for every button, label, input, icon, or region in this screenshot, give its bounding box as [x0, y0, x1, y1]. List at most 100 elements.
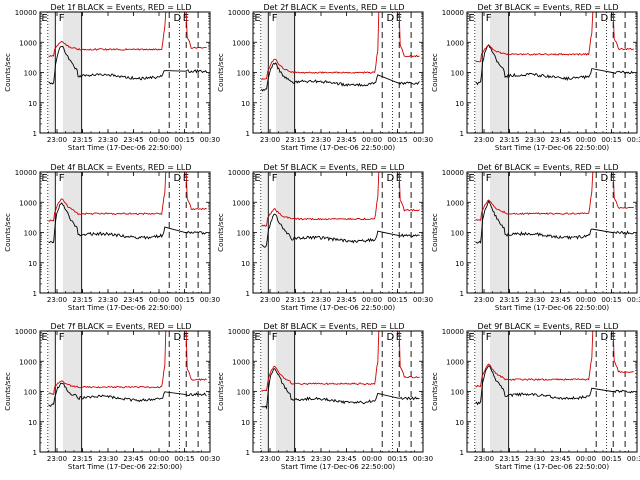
y-tick-label: 1000	[232, 199, 250, 207]
chart-title: Det 8f BLACK = Events, RED = LLD	[263, 322, 404, 331]
interval-letter: E	[610, 332, 616, 343]
x-tick-label: 00:30	[413, 296, 433, 304]
x-tick-label: 23:00	[474, 455, 494, 463]
chart-title: Det 2f BLACK = Events, RED = LLD	[263, 3, 404, 12]
chart-title: Det 7f BLACK = Events, RED = LLD	[50, 322, 191, 331]
x-tick-label: 00:30	[413, 455, 433, 463]
x-axis-label: Start Time (17-Dec-06 22:50:00)	[68, 144, 182, 152]
interval-letter: E	[254, 332, 260, 343]
x-tick-label: 00:30	[200, 136, 220, 144]
x-tick-label: 23:15	[72, 296, 92, 304]
interval-letter: D	[600, 332, 608, 343]
shaded-interval	[475, 172, 483, 293]
interval-letter: F	[486, 13, 492, 24]
interval-letter: F	[59, 173, 65, 184]
x-axis-label: Start Time (17-Dec-06 22:50:00)	[281, 304, 395, 312]
interval-letter: D	[386, 173, 394, 184]
y-tick-label: 1	[460, 130, 464, 138]
y-tick-label: 1000	[19, 199, 37, 207]
x-tick-label: 00:15	[601, 455, 621, 463]
y-tick-label: 1	[460, 290, 464, 298]
series-line-events	[48, 382, 207, 407]
interval-letter: E	[468, 173, 474, 184]
x-tick-label: 23:15	[499, 296, 519, 304]
interval-letter: D	[600, 173, 608, 184]
x-tick-label: 23:45	[336, 296, 356, 304]
y-tick-label: 10000	[228, 328, 250, 336]
x-tick-label: 23:00	[260, 296, 280, 304]
x-tick-label: 23:15	[72, 136, 92, 144]
y-tick-label: 100	[237, 70, 250, 78]
y-tick-label: 1	[460, 449, 464, 457]
x-axis-label: Start Time (17-Dec-06 22:50:00)	[495, 144, 609, 152]
interval-letter: E	[610, 173, 616, 184]
y-tick-label: 10	[455, 260, 464, 268]
interval-letter: F	[272, 13, 278, 24]
y-tick-label: 100	[24, 70, 37, 78]
series-line-events	[475, 199, 634, 244]
y-tick-label: 10000	[15, 328, 37, 336]
x-tick-label: 23:30	[311, 136, 331, 144]
interval-letter: E	[41, 332, 47, 343]
x-tick-label: 00:00	[362, 296, 382, 304]
y-tick-label: 1000	[232, 39, 250, 47]
x-tick-label: 23:45	[550, 455, 570, 463]
interval-letter: E	[254, 173, 260, 184]
y-axis-label: Counts/sec	[217, 213, 225, 252]
shaded-interval	[62, 12, 82, 133]
series-line-events	[475, 43, 634, 86]
x-tick-label: 00:00	[576, 136, 596, 144]
y-tick-label: 10	[241, 419, 250, 427]
x-tick-label: 23:00	[47, 455, 67, 463]
y-tick-label: 1	[33, 130, 37, 138]
x-tick-label: 23:00	[260, 455, 280, 463]
x-tick-label: 00:00	[149, 455, 169, 463]
plot-frame	[39, 171, 211, 294]
plot-frame	[466, 171, 638, 294]
y-tick-label: 10	[28, 419, 37, 427]
y-tick-label: 10	[455, 100, 464, 108]
interval-letter: E	[468, 332, 474, 343]
x-tick-label: 23:45	[336, 136, 356, 144]
shaded-interval	[489, 331, 509, 452]
x-tick-label: 00:15	[601, 136, 621, 144]
x-axis-label: Start Time (17-Dec-06 22:50:00)	[68, 463, 182, 471]
x-tick-label: 23:45	[123, 455, 143, 463]
y-tick-label: 10	[241, 260, 250, 268]
x-tick-label: 00:15	[387, 455, 407, 463]
series-line-events	[261, 368, 420, 410]
shaded-interval	[48, 172, 56, 293]
y-tick-label: 10000	[228, 9, 250, 17]
shaded-interval	[489, 12, 509, 133]
chart-title: Det 4f BLACK = Events, RED = LLD	[50, 163, 191, 172]
shaded-interval	[62, 331, 82, 452]
chart-panel: Det 7f BLACK = Events, RED = LLD Counts/s…	[4, 322, 220, 471]
y-tick-label: 1	[246, 130, 250, 138]
interval-letter: D	[386, 13, 394, 24]
x-tick-label: 23:00	[474, 296, 494, 304]
y-axis-label: Counts/sec	[4, 213, 12, 252]
y-axis-label: Counts/sec	[4, 372, 12, 411]
x-tick-label: 23:30	[98, 455, 118, 463]
chart-panel: Det 6f BLACK = Events, RED = LLD Counts/s…	[431, 163, 640, 312]
x-tick-label: 00:30	[627, 455, 640, 463]
x-tick-label: 23:15	[285, 296, 305, 304]
chart-panel: Det 3f BLACK = Events, RED = LLD Counts/s…	[431, 3, 640, 152]
x-tick-label: 23:00	[47, 136, 67, 144]
shaded-interval	[261, 12, 269, 133]
chart-panel: Det 8f BLACK = Events, RED = LLD Counts/s…	[217, 322, 433, 471]
y-tick-label: 1	[33, 449, 37, 457]
interval-letter: E	[254, 13, 260, 24]
interval-letter: E	[468, 13, 474, 24]
interval-letter: D	[386, 332, 394, 343]
x-axis-label: Start Time (17-Dec-06 22:50:00)	[281, 463, 395, 471]
interval-letter: D	[173, 13, 181, 24]
interval-letter: E	[41, 13, 47, 24]
x-tick-label: 00:15	[174, 455, 194, 463]
x-tick-label: 23:30	[98, 136, 118, 144]
interval-letter: E	[183, 13, 189, 24]
y-tick-label: 1000	[19, 358, 37, 366]
interval-letter: F	[486, 173, 492, 184]
x-tick-label: 23:15	[285, 455, 305, 463]
